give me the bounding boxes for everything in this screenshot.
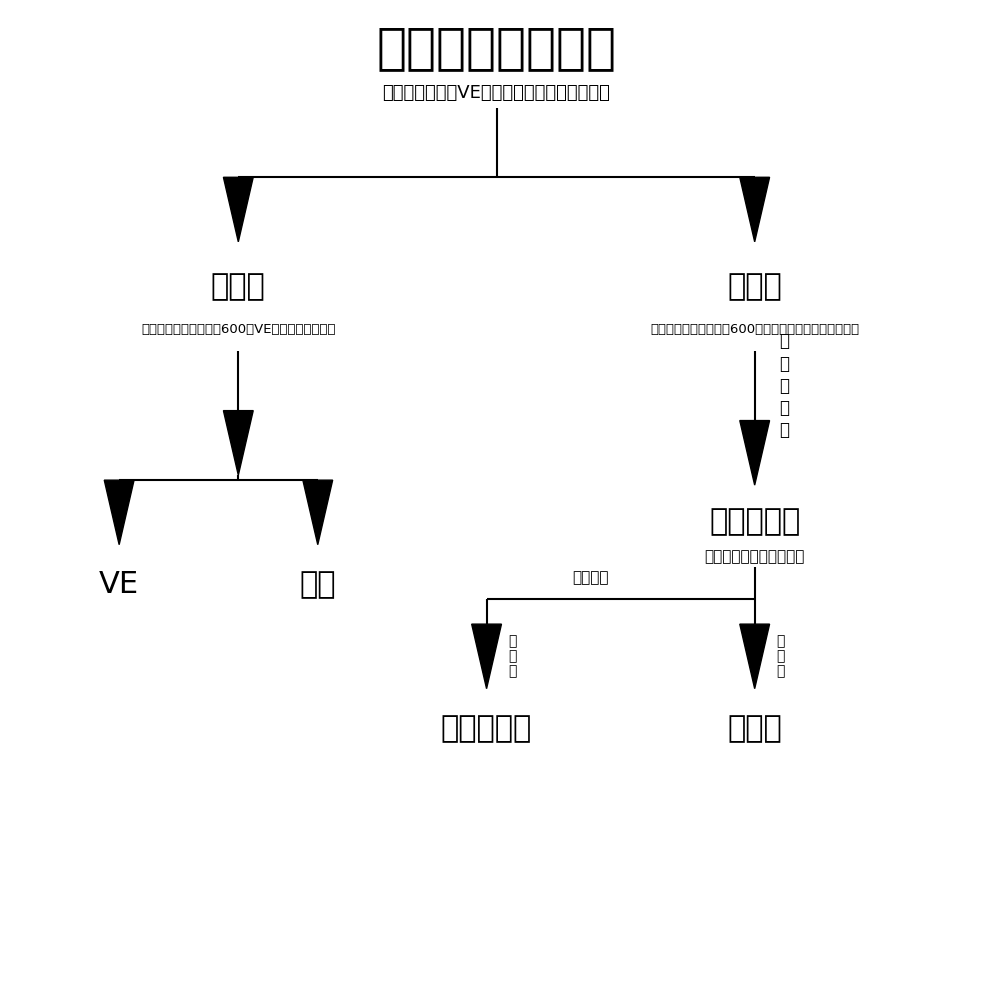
Text: 馏余物: 馏余物 (727, 272, 782, 301)
Text: （游离脂肪酸，VE，甾醇，甾醇酯，甘油酯）: （游离脂肪酸，VE，甾醇，甾醇酯，甘油酯） (382, 84, 611, 102)
Text: 游离脂肪酸: 游离脂肪酸 (441, 714, 532, 743)
Text: 酶
催
化
水
解: 酶 催 化 水 解 (780, 332, 789, 439)
Polygon shape (223, 177, 253, 242)
Polygon shape (223, 411, 253, 475)
Text: 反应混合物: 反应混合物 (709, 507, 800, 536)
Polygon shape (104, 480, 134, 545)
Text: VE: VE (99, 570, 139, 599)
Text: 馏出物: 馏出物 (211, 272, 266, 301)
Text: 甾醇酯: 甾醇酯 (727, 714, 782, 743)
Text: 食用油脱臭馏出物: 食用油脱臭馏出物 (376, 24, 617, 72)
Text: 甾醇: 甾醇 (300, 570, 336, 599)
Text: 分子蒸馏: 分子蒸馏 (573, 570, 609, 585)
Polygon shape (740, 177, 770, 242)
Text: （低沸点物，分子量＜600，VE，甾醇，甘一酯）: （低沸点物，分子量＜600，VE，甾醇，甘一酯） (141, 323, 336, 336)
Text: 馏
余
物: 馏 余 物 (777, 634, 784, 678)
Text: （游离脂肪酸，甾醇酯）: （游离脂肪酸，甾醇酯） (704, 549, 805, 564)
Polygon shape (472, 624, 501, 689)
Text: 馏
出
物: 馏 出 物 (508, 634, 516, 678)
Polygon shape (303, 480, 333, 545)
Polygon shape (740, 624, 770, 689)
Text: （高沸点物，分子量＞600，甘三酯，甘二酯，甾醇酯）: （高沸点物，分子量＞600，甘三酯，甘二酯，甾醇酯） (650, 323, 859, 336)
Polygon shape (740, 421, 770, 485)
